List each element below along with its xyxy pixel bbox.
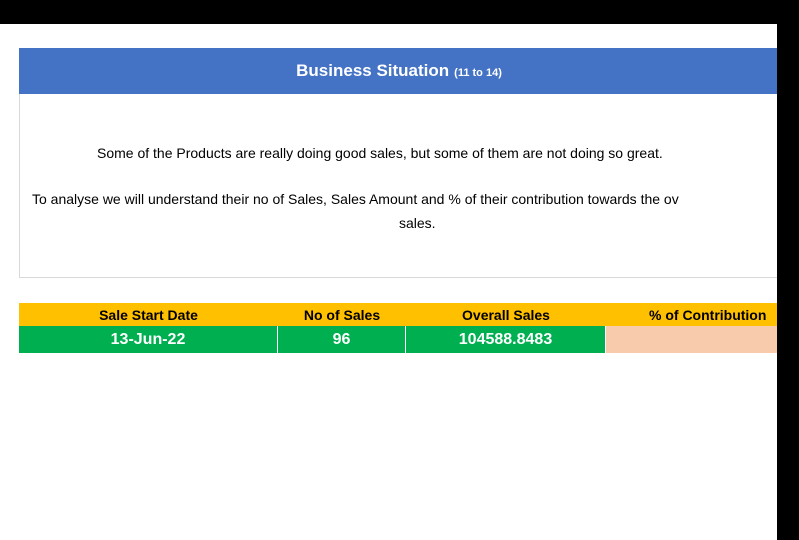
- cell-overall-sales[interactable]: 104588.8483: [406, 326, 606, 353]
- banner-subtitle: (11 to 14): [454, 67, 502, 79]
- description-line-2: To analyse we will understand their no o…: [32, 191, 679, 207]
- header-no-of-sales[interactable]: No of Sales: [278, 303, 406, 326]
- cell-sale-start-date[interactable]: 13-Jun-22: [19, 326, 278, 353]
- banner-title: Business Situation: [296, 61, 450, 80]
- cell-contribution[interactable]: [606, 326, 777, 353]
- cell-no-of-sales[interactable]: 96: [278, 326, 406, 353]
- top-black-bar: [0, 0, 799, 24]
- sheet-canvas: Business Situation (11 to 14) Some of th…: [0, 24, 777, 540]
- description-textbox: [19, 94, 777, 278]
- header-contribution[interactable]: % of Contribution: [606, 303, 777, 326]
- business-situation-banner: Business Situation (11 to 14): [19, 48, 777, 94]
- header-sale-start-date[interactable]: Sale Start Date: [19, 303, 278, 326]
- header-overall-sales[interactable]: Overall Sales: [406, 303, 606, 326]
- description-line-1: Some of the Products are really doing go…: [97, 145, 663, 161]
- right-black-bar: [777, 0, 799, 540]
- description-line-3: sales.: [399, 215, 436, 231]
